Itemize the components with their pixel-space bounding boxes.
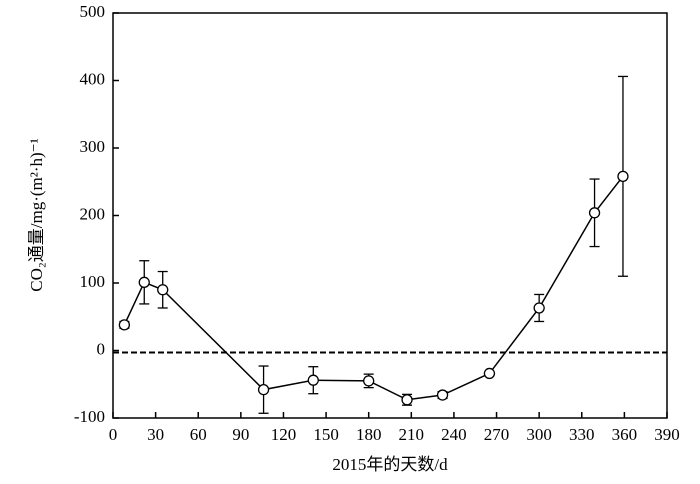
y-tick-label: 100 [80,272,106,291]
y-tick-label: -100 [74,407,105,426]
data-point [138,276,150,288]
x-tick-label: 120 [271,425,297,444]
x-tick-label: 270 [484,425,510,444]
x-tick-label: 300 [526,425,552,444]
data-line [123,175,624,401]
y-tick-label: 500 [80,2,106,21]
x-axis-label: 2015年的天数/d [332,455,448,474]
data-point [401,394,413,406]
x-tick-label: 330 [569,425,595,444]
x-tick-label: 60 [190,425,207,444]
y-tick-label: 400 [80,69,106,88]
x-tick-label: 90 [232,425,249,444]
y-tick-label: 300 [80,137,106,156]
y-tick-label: 0 [97,339,106,358]
x-tick-label: 150 [313,425,339,444]
x-tick-label: 30 [147,425,164,444]
data-point [118,319,131,331]
x-tick-label: 240 [441,425,467,444]
data-point [436,389,449,401]
data-point [533,302,545,314]
x-tick-label: 210 [399,425,425,444]
x-tick-label: 180 [356,425,382,444]
x-tick-label: 0 [109,425,118,444]
x-tick-label: 360 [612,425,638,444]
data-point [257,383,270,396]
data-point [307,374,319,386]
y-tick-label: 200 [80,204,106,223]
data-point [483,367,496,380]
plot-frame [112,12,668,419]
data-point [588,207,601,219]
x-tick-label: 390 [654,425,680,444]
data-point [617,170,629,183]
y-axis-label: CO₂通量/mg·(m²·h)⁻¹ [27,138,46,292]
data-point [157,284,169,296]
data-point [363,375,375,387]
